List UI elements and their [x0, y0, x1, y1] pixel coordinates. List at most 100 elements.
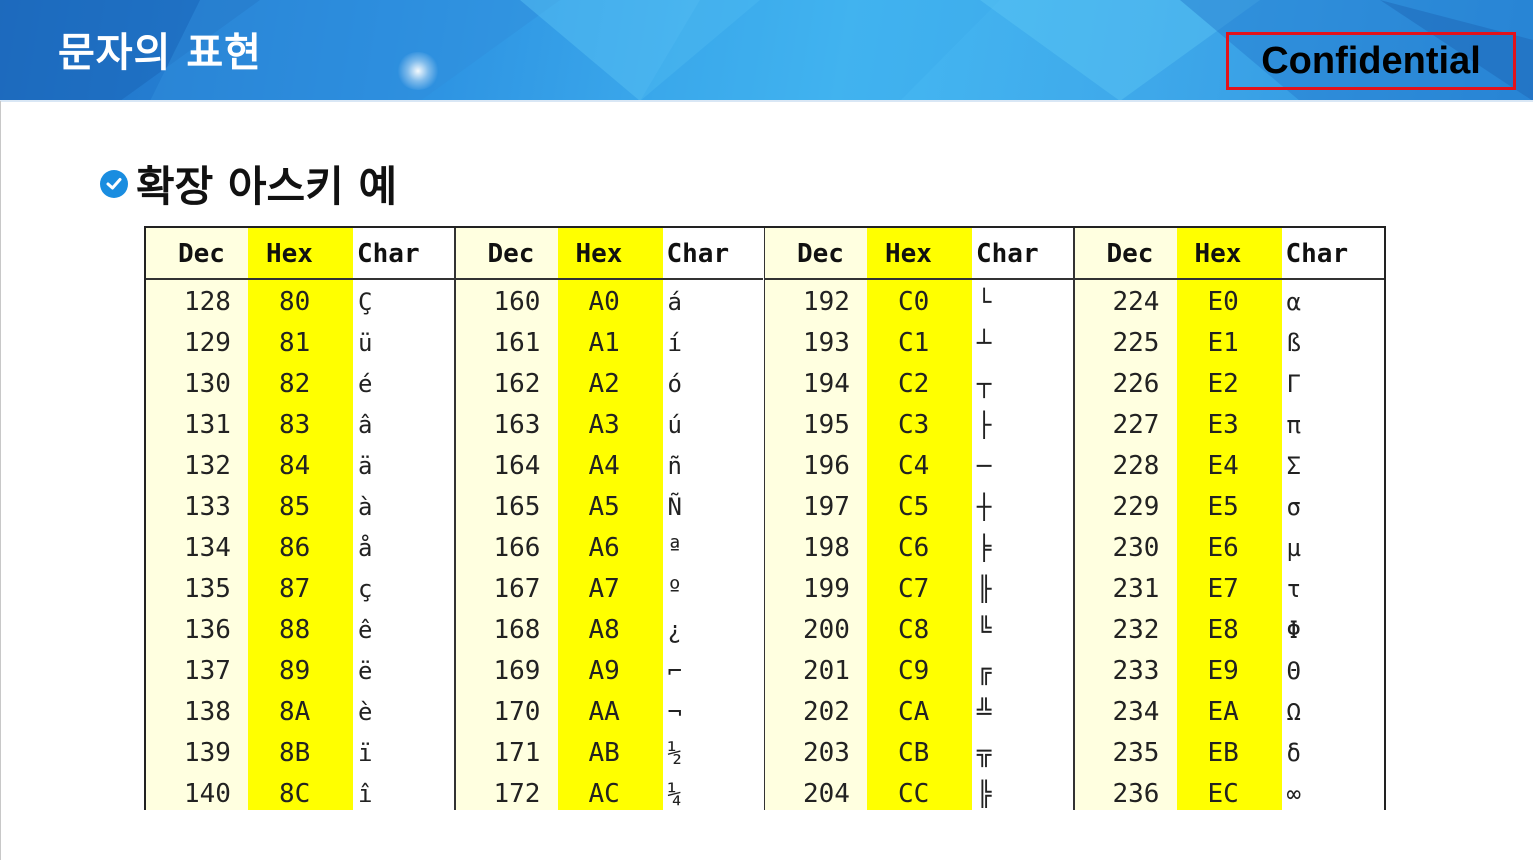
- dec-cell: 131: [184, 410, 231, 440]
- char-cell: δ: [1286, 739, 1301, 767]
- table-rows: 128 80 Ç 129 81 ü 130 82 é 131 83 â 132 84 ä 133 85 à 134 8…: [146, 280, 454, 813]
- dec-cell: 224: [1112, 287, 1160, 317]
- char-cell: â: [358, 411, 373, 439]
- table-group: Dec Hex Char 224 E0 α 225 E1 ß 226 E2 Γ 227 E3 π 228 E4 Σ…: [1074, 228, 1385, 813]
- table-row: 225 E1 ß: [1075, 321, 1385, 362]
- table-row: 135 87 ç: [146, 567, 454, 608]
- hex-cell: CB: [898, 738, 930, 768]
- char-cell: ⌐: [667, 657, 682, 685]
- table-row: 130 82 é: [146, 362, 454, 403]
- table-row: 169 A9 ⌐: [456, 649, 764, 690]
- table-row: 132 84 ä: [146, 444, 454, 485]
- char-cell: ç: [358, 575, 373, 603]
- char-cell: ó: [667, 370, 682, 398]
- hex-cell: EA: [1207, 697, 1239, 727]
- banner-glow: [396, 52, 440, 90]
- char-cell: Γ: [1286, 370, 1301, 398]
- table-row: 170 AA ¬: [456, 690, 764, 731]
- dec-column-bg: [1074, 228, 1177, 810]
- hex-cell: A4: [588, 451, 620, 481]
- char-cell: ½: [667, 739, 682, 767]
- dec-cell: 132: [184, 451, 231, 481]
- table-row: 236 EC ∞: [1075, 772, 1385, 813]
- char-cell: π: [1286, 411, 1301, 439]
- char-column-bg: [353, 228, 454, 810]
- dec-cell: 225: [1112, 328, 1160, 358]
- dec-cell: 171: [493, 738, 541, 768]
- table-row: 133 85 à: [146, 485, 454, 526]
- hex-cell: 81: [279, 328, 311, 358]
- header-divider: [0, 100, 1533, 102]
- char-cell: è: [358, 698, 373, 726]
- table-row: 202 CA ╩: [765, 690, 1073, 731]
- table-row: 136 88 ê: [146, 608, 454, 649]
- hex-cell: AB: [588, 738, 620, 768]
- dec-cell: 164: [493, 451, 541, 481]
- char-cell: î: [358, 780, 373, 808]
- char-cell: ä: [358, 452, 373, 480]
- table-row: 163 A3 ú: [456, 403, 764, 444]
- table-row: 204 CC ╠: [765, 772, 1073, 813]
- table-row: 232 E8 Φ: [1075, 608, 1385, 649]
- char-cell: α: [1286, 288, 1301, 316]
- table-header: Dec Hex Char: [1074, 228, 1384, 280]
- hex-cell: E8: [1207, 615, 1239, 645]
- header-char: Char: [976, 239, 1039, 269]
- header-dec: Dec: [797, 239, 844, 269]
- table-row: 131 83 â: [146, 403, 454, 444]
- table-row: 160 A0 á: [456, 280, 764, 321]
- char-cell: ß: [1286, 329, 1301, 357]
- dec-cell: 202: [803, 697, 850, 727]
- char-cell: Φ: [1286, 616, 1301, 644]
- table-row: 227 E3 π: [1075, 403, 1385, 444]
- header-hex: Hex: [885, 239, 932, 269]
- hex-cell: C0: [898, 287, 930, 317]
- hex-column-bg: [1176, 228, 1282, 810]
- dec-cell: 165: [493, 492, 541, 522]
- table-row: 165 A5 Ñ: [456, 485, 764, 526]
- char-column-bg: [1281, 228, 1383, 810]
- hex-cell: 86: [279, 533, 311, 563]
- hex-column-bg: [867, 228, 972, 810]
- hex-cell: C8: [898, 615, 930, 645]
- table-row: 234 EA Ω: [1075, 690, 1385, 731]
- dec-cell: 128: [184, 287, 231, 317]
- char-cell: å: [358, 534, 373, 562]
- table-row: 167 A7 º: [456, 567, 764, 608]
- table-row: 224 E0 α: [1075, 280, 1385, 321]
- dec-column-bg: [765, 228, 867, 810]
- header-dec: Dec: [1106, 239, 1154, 269]
- header-char: Char: [1285, 239, 1349, 269]
- dec-cell: 139: [184, 738, 231, 768]
- dec-cell: 234: [1112, 697, 1160, 727]
- table-row: 139 8B ï: [146, 731, 454, 772]
- hex-cell: CC: [898, 779, 930, 809]
- table-row: 197 C5 ┼: [765, 485, 1073, 526]
- char-cell: à: [358, 493, 373, 521]
- char-cell: ú: [667, 411, 682, 439]
- hex-cell: C7: [898, 574, 930, 604]
- hex-cell: A9: [588, 656, 620, 686]
- table-row: 137 89 ë: [146, 649, 454, 690]
- hex-column-bg: [248, 228, 353, 810]
- char-cell: σ: [1286, 493, 1301, 521]
- char-cell: µ: [1286, 534, 1301, 562]
- hex-cell: EB: [1207, 738, 1239, 768]
- hex-cell: AA: [588, 697, 620, 727]
- table-row: 128 80 Ç: [146, 280, 454, 321]
- hex-cell: C2: [898, 369, 930, 399]
- hex-cell: E2: [1207, 369, 1239, 399]
- table-row: 203 CB ╦: [765, 731, 1073, 772]
- table-rows: 192 C0 └ 193 C1 ┴ 194 C2 ┬ 195 C3 ├ 196 C4 ─ 197 C5 ┼ 198 C…: [765, 280, 1073, 813]
- dec-cell: 133: [184, 492, 231, 522]
- dec-cell: 169: [493, 656, 541, 686]
- dec-cell: 197: [803, 492, 850, 522]
- dec-column-bg: [455, 228, 558, 810]
- dec-cell: 167: [493, 574, 541, 604]
- dec-cell: 166: [493, 533, 541, 563]
- table-row: 226 E2 Γ: [1075, 362, 1385, 403]
- table-row: 161 A1 í: [456, 321, 764, 362]
- dec-cell: 199: [803, 574, 850, 604]
- hex-cell: A6: [588, 533, 620, 563]
- header-dec: Dec: [487, 239, 535, 269]
